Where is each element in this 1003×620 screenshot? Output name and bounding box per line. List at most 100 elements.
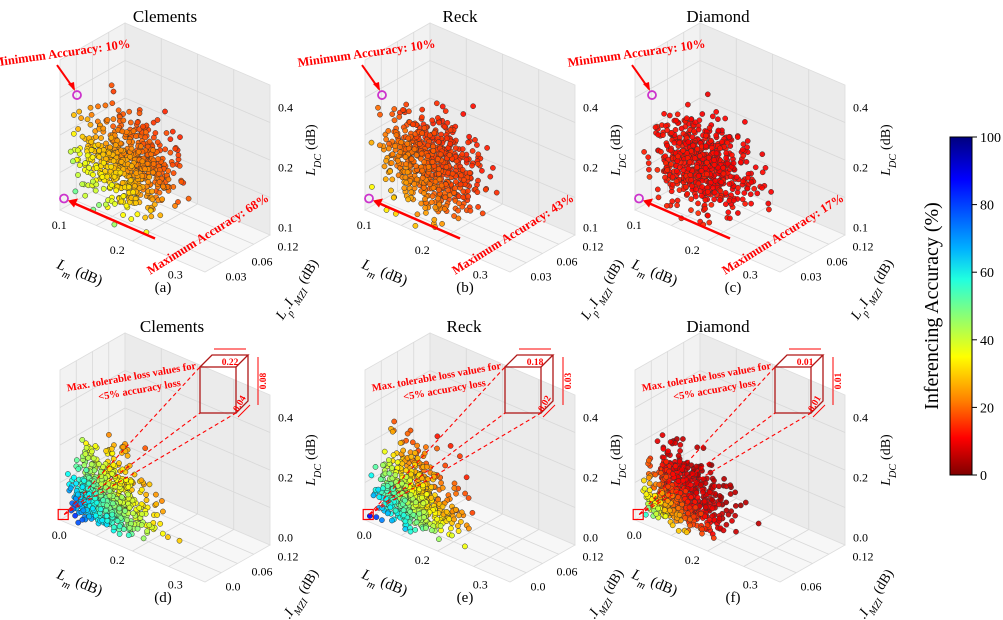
- data-point: [692, 119, 699, 126]
- data-point: [436, 536, 442, 543]
- z-tick-label: 0.4: [853, 411, 868, 425]
- data-point: [676, 458, 683, 465]
- data-point: [408, 189, 415, 196]
- z-tick-label: 0.2: [853, 471, 868, 485]
- data-point: [475, 204, 481, 210]
- data-point: [138, 477, 145, 484]
- data-point: [663, 202, 670, 209]
- data-point: [466, 133, 472, 140]
- min-accuracy-marker: [377, 90, 387, 100]
- z-axis-label-e-unit: (dB): [609, 434, 624, 460]
- data-point: [698, 167, 705, 174]
- data-point: [400, 512, 407, 519]
- panel-caption-e: (e): [457, 590, 474, 606]
- data-point: [82, 160, 89, 166]
- data-point: [726, 134, 733, 140]
- data-point: [389, 111, 396, 117]
- data-point: [689, 183, 695, 189]
- z-tick-label: 0.4: [278, 101, 293, 115]
- y-tick-label: 0.12: [278, 550, 299, 564]
- data-point: [405, 196, 412, 203]
- data-point: [377, 476, 384, 483]
- data-point: [463, 156, 470, 163]
- data-point: [394, 459, 401, 466]
- data-point: [449, 170, 456, 177]
- data-point: [414, 211, 421, 218]
- data-point: [741, 190, 748, 196]
- data-point: [718, 179, 725, 186]
- data-point: [103, 448, 109, 454]
- data-point: [694, 146, 701, 152]
- z-axis-label-a-main: L: [304, 168, 319, 177]
- data-point: [104, 502, 110, 509]
- data-point: [759, 185, 765, 191]
- data-point: [737, 159, 744, 166]
- data-point: [73, 480, 80, 487]
- data-point: [716, 515, 723, 522]
- data-point: [451, 485, 458, 492]
- data-point: [108, 445, 115, 452]
- y-axis-label-c: Lp.IMZI(dB): [848, 257, 901, 326]
- data-point: [732, 503, 739, 509]
- z-axis-label-b: LDC (dB): [609, 124, 629, 177]
- data-point: [490, 165, 496, 171]
- data-point: [698, 481, 704, 488]
- panel-title-e: Reck: [447, 317, 482, 336]
- data-point: [106, 431, 112, 438]
- panel-d: 0.00.20.30.00.060.120.00.20.4Lm(dB)Lp.IM…: [52, 317, 324, 620]
- data-point: [108, 182, 115, 188]
- data-point: [408, 156, 415, 163]
- data-point: [706, 219, 713, 226]
- colorbar-tick-label: 60: [980, 266, 994, 281]
- data-point: [403, 179, 410, 186]
- y-axis-label-f-unit: (dB): [871, 567, 897, 597]
- data-point: [474, 142, 480, 148]
- data-point: [709, 496, 715, 503]
- data-point: [479, 167, 485, 174]
- data-point: [422, 204, 429, 211]
- data-point: [751, 185, 758, 192]
- x-tick-label: 0.3: [743, 268, 758, 282]
- data-point: [84, 116, 91, 123]
- z-axis-label-f-sub: DC: [888, 464, 899, 479]
- y-axis-label-a-unit: (dB): [296, 257, 322, 287]
- data-point: [385, 128, 392, 134]
- data-point: [675, 452, 682, 459]
- data-point: [704, 159, 710, 166]
- y-tick-label: 0.03: [801, 269, 822, 283]
- data-point: [674, 202, 680, 209]
- data-point: [112, 142, 119, 148]
- data-point: [125, 532, 132, 539]
- data-point: [79, 437, 86, 443]
- data-point: [460, 194, 467, 201]
- data-point: [120, 193, 127, 200]
- data-point: [446, 152, 453, 158]
- data-point: [768, 189, 774, 195]
- max-accuracy-marker: [364, 193, 374, 204]
- max-accuracy-arrow: [69, 200, 156, 240]
- data-point: [678, 125, 685, 132]
- z-axis-label-f-unit: (dB): [879, 434, 894, 460]
- data-point: [400, 107, 406, 113]
- data-point: [665, 448, 671, 455]
- data-point: [402, 174, 409, 181]
- data-point: [740, 141, 747, 148]
- data-point: [110, 116, 117, 122]
- data-point: [104, 117, 111, 123]
- data-point: [406, 108, 412, 115]
- data-point: [465, 495, 472, 501]
- data-point: [667, 439, 674, 445]
- data-point: [125, 484, 132, 490]
- data-point: [680, 436, 686, 442]
- data-point: [702, 197, 709, 203]
- data-point: [118, 147, 124, 154]
- data-point: [702, 504, 709, 511]
- data-point: [109, 470, 115, 477]
- data-point: [430, 184, 437, 191]
- data-point: [413, 152, 420, 158]
- data-point: [699, 111, 706, 117]
- data-point: [453, 178, 459, 185]
- z-axis-label-c-unit: (dB): [879, 124, 894, 150]
- data-point: [79, 516, 86, 523]
- x-tick-label: 0.0: [52, 528, 67, 542]
